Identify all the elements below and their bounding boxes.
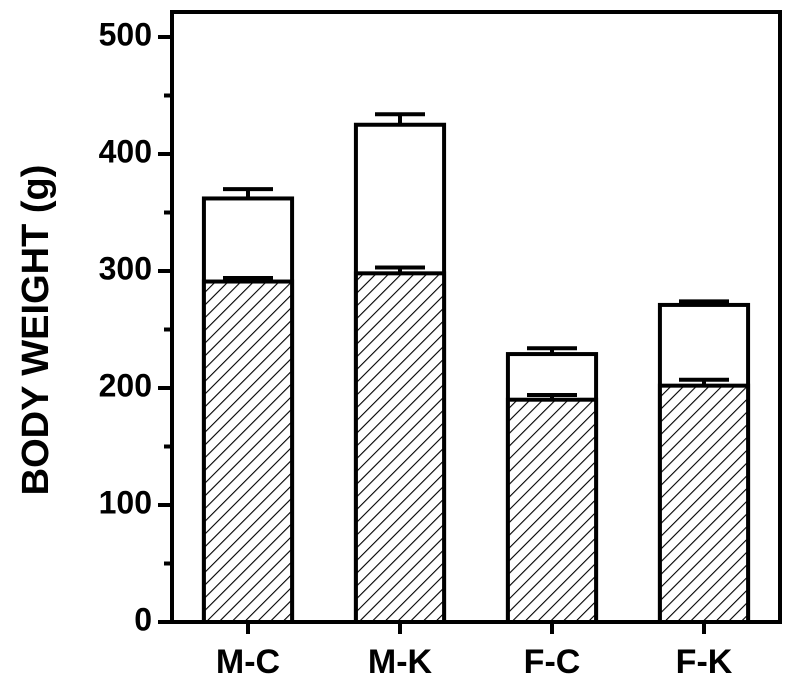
bar — [353, 271, 447, 624]
y-tick-label: 0 — [134, 601, 152, 637]
y-axis-label: BODY WEIGHT (g) — [15, 165, 57, 496]
y-tick-label: 200 — [99, 367, 152, 403]
y-tick-label: 100 — [99, 484, 152, 520]
x-tick-label: M-C — [216, 643, 280, 681]
y-tick-label: 300 — [99, 250, 152, 286]
bar — [505, 397, 599, 625]
x-tick-label: F-C — [524, 643, 581, 681]
y-tick-label: 400 — [99, 133, 152, 169]
x-tick-label: M-K — [368, 643, 433, 681]
bar — [657, 383, 751, 624]
x-tick-label: F-K — [676, 643, 733, 681]
y-tick-label: 500 — [99, 16, 152, 52]
bar — [201, 279, 295, 624]
